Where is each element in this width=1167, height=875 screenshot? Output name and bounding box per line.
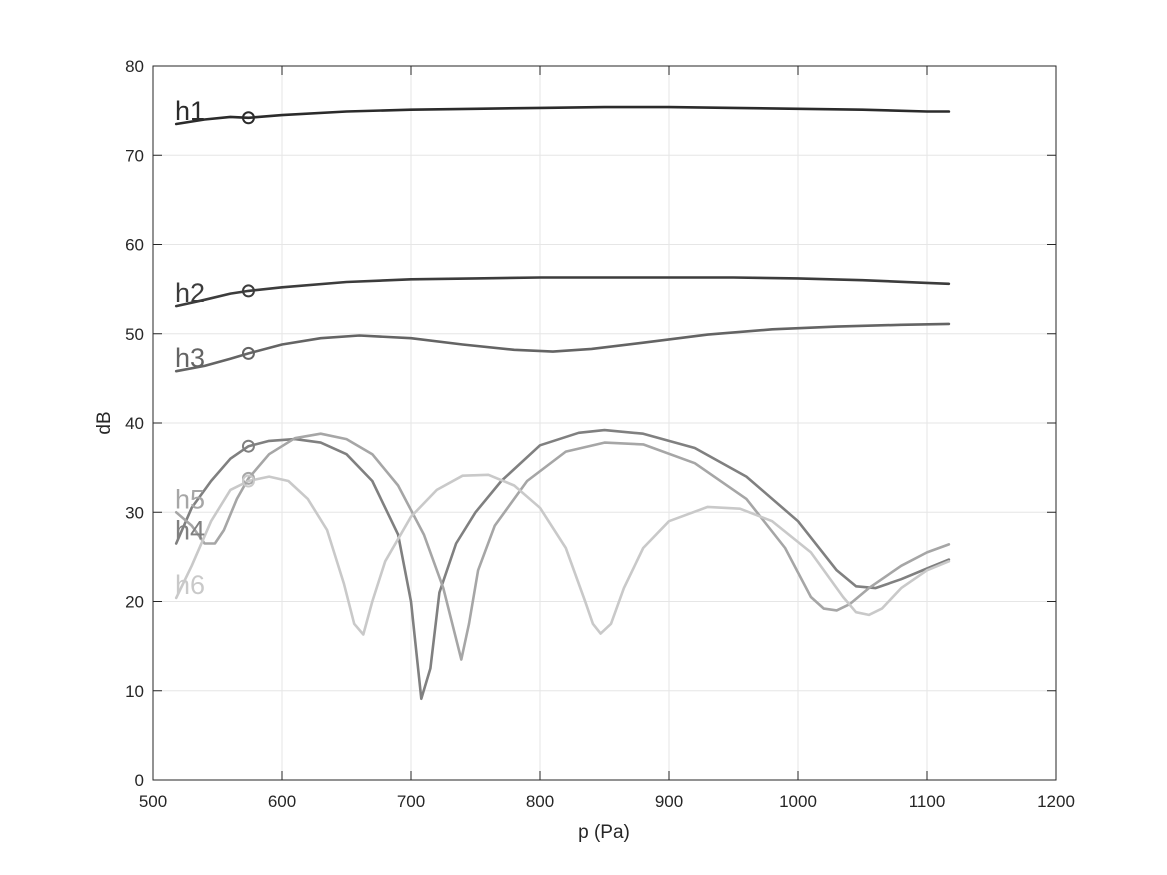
series-label-h2: h2 — [175, 278, 205, 308]
y-tick-label: 40 — [125, 414, 144, 433]
series-line-h4 — [174, 428, 951, 701]
series-label-h3: h3 — [175, 343, 205, 373]
x-tick-label: 500 — [139, 792, 167, 811]
series-markers — [241, 111, 255, 488]
y-axis-label: dB — [94, 411, 115, 434]
series-marker-h2 — [241, 284, 255, 298]
series-marker-h1 — [241, 111, 255, 125]
x-tick-label: 1200 — [1037, 792, 1075, 811]
series-marker-h6 — [241, 474, 255, 488]
series-label-h1: h1 — [175, 96, 205, 126]
series-line-h3 — [174, 322, 951, 373]
y-tick-label: 60 — [125, 236, 144, 255]
series-label-h5: h5 — [175, 484, 205, 514]
x-tick-label: 1100 — [909, 792, 946, 811]
series-label-h6: h6 — [175, 570, 205, 600]
series-line-h2 — [174, 276, 951, 308]
x-tick-label: 1000 — [779, 792, 817, 811]
x-tick-label: 600 — [268, 792, 296, 811]
y-tick-label: 10 — [125, 682, 144, 701]
y-tick-label: 50 — [125, 325, 144, 344]
y-tick-label: 0 — [135, 771, 144, 790]
series-marker-h3 — [241, 346, 255, 360]
x-axis-label: p (Pa) — [578, 822, 630, 843]
series-line-h6 — [174, 473, 951, 636]
series-line-h1 — [174, 105, 951, 126]
x-tick-label: 800 — [526, 792, 554, 811]
series-marker-h4 — [241, 439, 255, 453]
series-lines — [174, 105, 951, 701]
y-tick-label: 80 — [125, 57, 144, 76]
x-tick-label: 700 — [397, 792, 425, 811]
y-tick-label: 70 — [125, 146, 144, 165]
y-tick-label: 20 — [125, 593, 144, 612]
series-label-h4: h4 — [175, 515, 205, 545]
ticks: 500 600 700 800 900 1000 1100 1200 0 10 20 30 40 50 60… — [125, 57, 1075, 811]
y-tick-label: 30 — [125, 503, 144, 522]
x-tick-label: 900 — [655, 792, 683, 811]
